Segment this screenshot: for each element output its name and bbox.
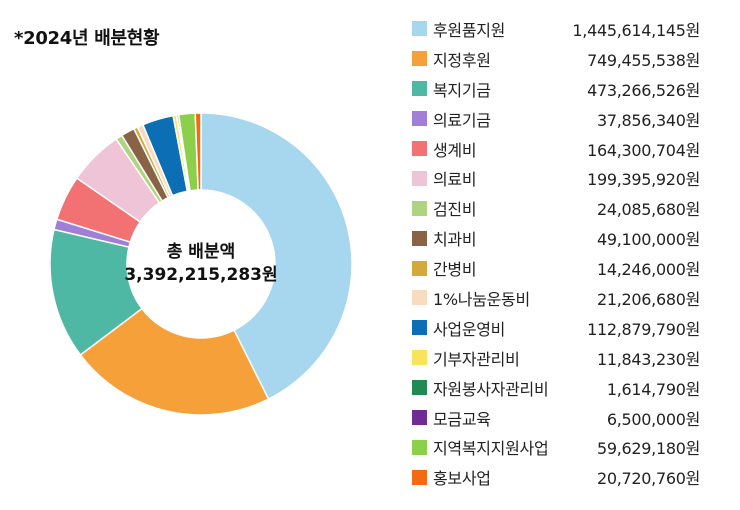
legend-label: 지역복지지원사업 — [433, 439, 549, 459]
legend-item: 홍보사업 20,720,760원 — [412, 462, 712, 492]
legend-item: 사업운영비 112,879,790원 — [412, 313, 712, 343]
legend-value: 473,266,526원 — [587, 80, 700, 100]
legend-value: 11,843,230원 — [596, 349, 700, 369]
chart-title: *2024년 배분현황 — [14, 28, 160, 49]
legend-item: 복지기금 473,266,526원 — [412, 74, 712, 104]
legend-swatch — [412, 439, 427, 455]
legend-item: 의료비 199,395,920원 — [412, 163, 712, 193]
legend-label: 생계비 — [433, 140, 477, 160]
legend-swatch — [412, 141, 427, 156]
legend-value: 164,300,704원 — [587, 140, 700, 160]
legend-value: 37,856,340원 — [596, 110, 700, 130]
legend-item: 1%나눔운동비 21,206,680원 — [412, 283, 712, 313]
legend-item: 검진비 24,085,680원 — [412, 193, 712, 223]
legend-swatch — [412, 200, 427, 216]
legend-swatch — [412, 260, 427, 276]
legend-swatch — [412, 81, 427, 97]
legend-value: 6,500,000원 — [606, 409, 700, 429]
legend-label: 모금교육 — [433, 409, 491, 429]
legend-swatch — [412, 170, 427, 186]
slice-16 — [194, 112, 202, 191]
legend-label: 홍보사업 — [433, 469, 491, 489]
slice-1 — [200, 112, 353, 401]
legend-value: 14,246,000원 — [596, 260, 700, 280]
legend-item: 생계비 164,300,704원 — [412, 134, 712, 164]
legend-value: 24,085,680원 — [596, 200, 700, 220]
legend-label: 1%나눔운동비 — [433, 289, 530, 309]
legend-item: 기부자관리비 11,843,230원 — [412, 343, 712, 373]
legend-swatch — [412, 469, 427, 485]
legend-item: 지정후원 749,455,538원 — [412, 44, 712, 74]
legend-value: 21,206,680원 — [596, 289, 700, 309]
legend-value: 112,879,790원 — [587, 319, 700, 339]
center-value: 3,392,215,283원 — [124, 265, 277, 285]
legend-label: 복지기금 — [433, 80, 491, 100]
legend-value: 749,455,538원 — [587, 50, 700, 70]
legend-value: 20,720,760원 — [596, 469, 700, 489]
legend-value: 59,629,180원 — [596, 439, 700, 459]
legend-swatch — [412, 320, 427, 336]
legend-swatch — [412, 230, 427, 246]
legend-label: 간병비 — [433, 260, 477, 280]
legend-swatch — [412, 380, 427, 396]
donut-chart: 총 배분액 3,392,215,283원 — [49, 112, 353, 416]
legend-value: 199,395,920원 — [587, 170, 700, 190]
legend-label: 지정후원 — [433, 50, 491, 70]
legend-label: 의료비 — [433, 170, 477, 190]
legend-swatch — [412, 21, 427, 37]
center-label: 총 배분액 — [167, 242, 235, 262]
legend-value: 1,614,790원 — [606, 379, 700, 399]
legend-label: 사업운영비 — [433, 319, 506, 339]
legend-item: 간병비 14,246,000원 — [412, 253, 712, 283]
legend-item: 후원품지원 1,445,614,145원 — [412, 14, 712, 44]
legend-label: 의료기금 — [433, 110, 491, 130]
donut-slices — [49, 112, 353, 416]
legend-label: 치과비 — [433, 230, 477, 250]
slice-2 — [79, 307, 270, 416]
legend-item: 자원봉사자관리비 1,614,790원 — [412, 373, 712, 403]
legend-label: 후원품지원 — [433, 20, 506, 40]
legend-value: 1,445,614,145원 — [572, 20, 700, 40]
legend-label: 검진비 — [433, 200, 477, 220]
legend-swatch — [412, 290, 427, 306]
legend-item: 지역복지지원사업 59,629,180원 — [412, 432, 712, 462]
legend-item: 의료기금 37,856,340원 — [412, 104, 712, 134]
legend-swatch — [412, 410, 427, 426]
legend-item: 치과비 49,100,000원 — [412, 223, 712, 253]
legend-item: 모금교육 6,500,000원 — [412, 403, 712, 433]
legend-swatch — [412, 111, 427, 127]
legend-swatch — [412, 350, 427, 366]
legend-value: 49,100,000원 — [596, 230, 700, 250]
legend-label: 기부자관리비 — [433, 349, 520, 369]
legend-label: 자원봉사자관리비 — [433, 379, 549, 399]
legend-swatch — [412, 51, 427, 67]
